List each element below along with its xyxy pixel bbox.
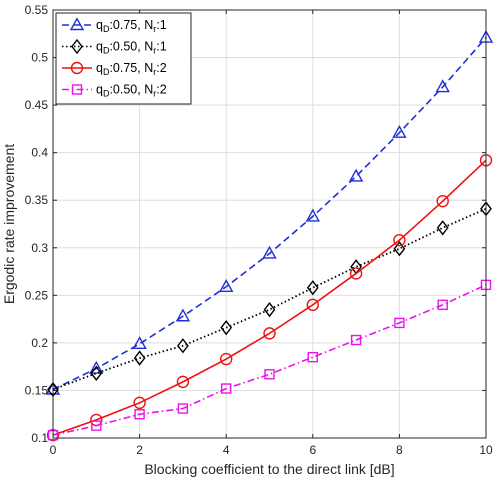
- data-point: [436, 194, 449, 208]
- x-tick-label: 10: [479, 443, 493, 457]
- data-point: [132, 336, 147, 350]
- data-point: [219, 279, 234, 292]
- data-point: [263, 301, 276, 318]
- y-axis-label: Ergodic rate improvement: [1, 144, 17, 304]
- x-tick-label: 8: [396, 443, 403, 457]
- legend-entry: qD:0.75, Nr:2: [96, 61, 167, 77]
- data-point: [263, 327, 276, 340]
- data-point: [262, 245, 277, 259]
- y-tick-label: 0.4: [31, 146, 48, 160]
- series-layer: [45, 29, 494, 442]
- y-tick-label: 0.45: [25, 98, 49, 112]
- data-point: [305, 208, 320, 222]
- data-point: [264, 369, 275, 380]
- data-point: [133, 350, 146, 366]
- legend-marker: [69, 17, 85, 31]
- data-point: [91, 420, 102, 431]
- legend-entry: qD:0.75, Nr:1: [96, 18, 167, 34]
- y-tick-label: 0.25: [25, 288, 49, 302]
- data-point: [394, 317, 405, 329]
- legend: qD:0.75, Nr:1 qD:0.50, Nr:1 qD:0.75, Nr:2 q…: [55, 12, 192, 105]
- data-point: [393, 233, 406, 247]
- x-tick-label: 2: [136, 443, 143, 457]
- data-point: [89, 360, 104, 374]
- x-tick-label: 4: [223, 443, 230, 457]
- series-line: [52, 207, 487, 391]
- data-point: [437, 299, 448, 311]
- x-axis-label: Blocking coefficient to the direct link …: [144, 461, 394, 477]
- data-point: [176, 375, 190, 389]
- data-point: [220, 320, 233, 336]
- series-line: [52, 37, 487, 391]
- legend-entry: qD:0.50, Nr:2: [96, 83, 167, 99]
- y-tick-label: 0.2: [31, 336, 48, 350]
- x-tick-label: 6: [309, 443, 316, 457]
- data-point: [392, 124, 407, 138]
- data-point: [90, 365, 103, 381]
- data-point: [220, 383, 232, 394]
- data-point: [133, 396, 146, 410]
- data-point: [177, 338, 189, 354]
- y-tick-label: 0.5: [31, 51, 48, 65]
- legend-marker: [71, 38, 83, 55]
- data-point: [348, 168, 364, 182]
- y-tick-label: 0.35: [25, 193, 49, 207]
- series-line: [52, 159, 487, 436]
- data-point: [306, 298, 319, 312]
- data-point: [219, 352, 233, 366]
- data-point: [177, 403, 189, 414]
- data-point: [307, 351, 318, 363]
- data-point: [436, 220, 449, 236]
- y-tick-label: 0.15: [25, 383, 49, 397]
- data-point: [393, 241, 406, 257]
- x-tick-label: 0: [50, 443, 57, 457]
- data-point: [175, 308, 191, 322]
- y-tick-label: 0.3: [31, 241, 48, 255]
- data-point: [350, 334, 362, 346]
- plot-frame: [52, 9, 487, 439]
- series-line: [52, 284, 487, 436]
- data-point: [349, 267, 363, 280]
- legend-entry: qD:0.50, Nr:1: [96, 40, 167, 56]
- data-point: [134, 409, 145, 420]
- legend-marker: [70, 61, 84, 75]
- data-point: [306, 280, 319, 296]
- series-4: [47, 279, 492, 441]
- y-tick-label: 0.55: [25, 3, 49, 17]
- data-point: [435, 79, 450, 93]
- axis-ticks: 0 2 4 6 8 10 0.1 0.15 0.2 0.25 0.3 0.35 0.4 0.45 0.5 0.…: [25, 3, 493, 457]
- legend-marker: [71, 84, 83, 95]
- y-tick-label: 0.1: [31, 431, 48, 445]
